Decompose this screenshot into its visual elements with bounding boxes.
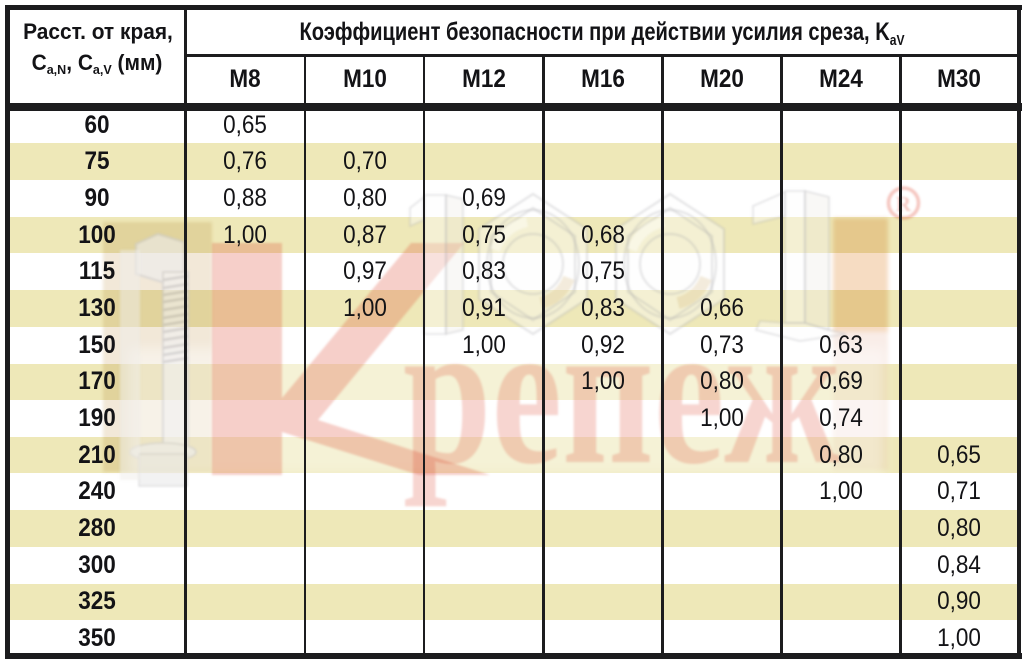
svg-text:R: R: [896, 192, 912, 216]
svg-text:репеж: репеж: [403, 278, 840, 508]
